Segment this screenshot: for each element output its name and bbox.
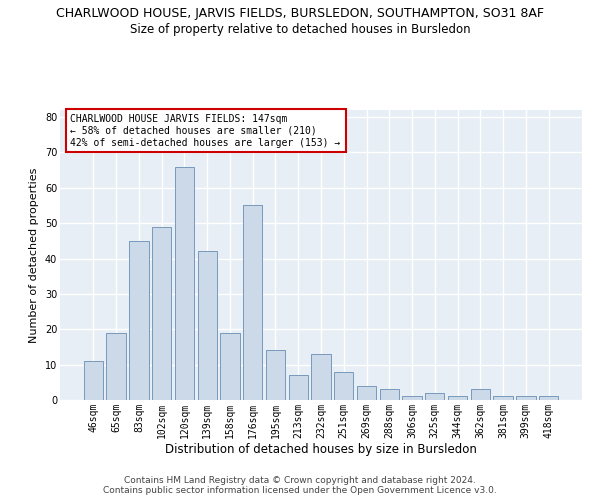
Bar	[539, 396, 558, 400]
Text: Distribution of detached houses by size in Bursledon: Distribution of detached houses by size …	[165, 442, 477, 456]
Text: CHARLWOOD HOUSE, JARVIS FIELDS, BURSLEDON, SOUTHAMPTON, SO31 8AF: CHARLWOOD HOUSE, JARVIS FIELDS, BURSLEDO…	[56, 8, 544, 20]
Bar	[516, 396, 536, 400]
Bar	[175, 166, 194, 400]
Y-axis label: Number of detached properties: Number of detached properties	[29, 168, 39, 342]
Bar	[311, 354, 331, 400]
Bar	[403, 396, 422, 400]
Bar	[289, 375, 308, 400]
Bar	[152, 226, 172, 400]
Bar	[129, 241, 149, 400]
Bar	[84, 361, 103, 400]
Bar	[493, 396, 513, 400]
Bar	[243, 206, 262, 400]
Text: Contains HM Land Registry data © Crown copyright and database right 2024.
Contai: Contains HM Land Registry data © Crown c…	[103, 476, 497, 495]
Bar	[380, 390, 399, 400]
Text: CHARLWOOD HOUSE JARVIS FIELDS: 147sqm
← 58% of detached houses are smaller (210): CHARLWOOD HOUSE JARVIS FIELDS: 147sqm ← …	[70, 114, 341, 148]
Bar	[106, 333, 126, 400]
Bar	[220, 333, 239, 400]
Bar	[197, 252, 217, 400]
Bar	[425, 393, 445, 400]
Bar	[448, 396, 467, 400]
Bar	[470, 390, 490, 400]
Bar	[334, 372, 353, 400]
Bar	[357, 386, 376, 400]
Text: Size of property relative to detached houses in Bursledon: Size of property relative to detached ho…	[130, 22, 470, 36]
Bar	[266, 350, 285, 400]
